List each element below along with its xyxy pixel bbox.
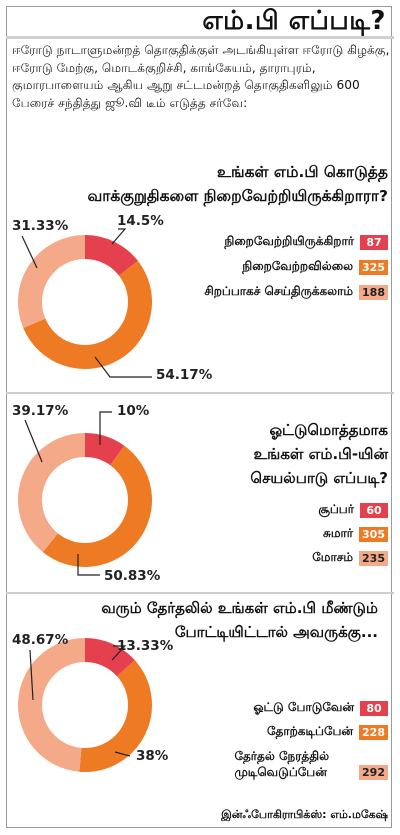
legend-label: சுமார் bbox=[323, 526, 354, 540]
value-badge: 60 bbox=[360, 502, 388, 518]
chart2-legend: சூப்பர் 60 சுமார் 305 மோசம் 235 bbox=[150, 502, 388, 572]
chart1-question-line1: உங்கள் எம்.பி கொடுத்த bbox=[216, 163, 388, 181]
page-title: எம்.பி எப்படி? bbox=[202, 6, 386, 36]
legend-label: சிறப்பாகச் செய்திருக்கலாம் bbox=[204, 284, 354, 298]
legend-label: நிறைவேற்றவில்லை bbox=[242, 259, 354, 273]
legend-item: தோற்கடிப்பேன் 228 bbox=[267, 724, 388, 740]
value-badge: 325 bbox=[359, 259, 388, 275]
chart2-question-line3: செயல்பாடு எப்படி? bbox=[250, 469, 388, 487]
chart3-question: வரும் தேர்தலில் உங்கள் எம்.பி மீண்டும் ப… bbox=[101, 596, 378, 644]
value-badge: 292 bbox=[359, 765, 388, 780]
legend-item: சிறப்பாகச் செய்திருக்கலாம் 188 bbox=[204, 284, 388, 300]
infographic-frame bbox=[6, 6, 392, 828]
chart1-pct-label-3: 31.33% bbox=[12, 218, 69, 234]
legend-item: நிறைவேற்றவில்லை 325 bbox=[242, 259, 388, 275]
chart3-question-line2: போட்டியிட்டால் அவருக்கு... bbox=[174, 623, 378, 641]
credit-line: இன்ஃபோகிராபிக்ஸ்: எம்.மகேஷ் bbox=[221, 808, 388, 821]
value-badge: 188 bbox=[359, 284, 388, 300]
legend-item: மோசம் 235 bbox=[312, 550, 388, 566]
legend-label: மோசம் bbox=[312, 550, 354, 564]
chart1-pct-label-1: 14.5% bbox=[117, 213, 164, 229]
chart2-question-line1: ஓட்டுமொத்தமாக bbox=[269, 421, 388, 439]
legend-item: தேர்தல் நேரத்தில் முடிவெடுப்பேன் 292 bbox=[234, 748, 388, 780]
chart1-question-line2: வாக்குறுதிகளை நிறைவேற்றியிருக்கிறாரா? bbox=[87, 187, 388, 205]
chart2-question: ஓட்டுமொத்தமாக உங்கள் எம்.பி-யின் செயல்பா… bbox=[250, 418, 388, 490]
legend-item: சூப்பர் 60 bbox=[318, 502, 388, 518]
chart1-question: உங்கள் எம்.பி கொடுத்த வாக்குறுதிகளை நிறை… bbox=[87, 160, 388, 208]
legend-label: தோற்கடிப்பேன் bbox=[267, 724, 354, 738]
intro-text: ஈரோடு நாடாளுமன்றத் தொகுதிக்குள் அடங்கியு… bbox=[12, 43, 390, 110]
chart2-question-line2: உங்கள் எம்.பி-யின் bbox=[253, 445, 388, 463]
value-badge: 305 bbox=[359, 526, 388, 542]
chart1-legend: நிறைவேற்றியிருக்கிறார் 87 நிறைவேற்றவில்லை… bbox=[150, 232, 388, 304]
value-badge: 235 bbox=[359, 550, 388, 566]
legend-item: சுமார் 305 bbox=[323, 526, 388, 542]
chart2-pct-label-1: 10% bbox=[117, 403, 150, 419]
value-badge: 228 bbox=[359, 724, 388, 740]
chart3-legend: ஓட்டு போடுவேன் 80 தோற்கடிப்பேன் 228 தேர்தல… bbox=[180, 700, 388, 782]
chart3-pct-label-1: 13.33% bbox=[117, 638, 174, 654]
legend-label: சூப்பர் bbox=[318, 502, 354, 516]
legend-label: தேர்தல் நேரத்தில் முடிவெடுப்பேன் bbox=[234, 748, 329, 780]
chart3-pct-label-3: 48.67% bbox=[12, 632, 69, 648]
chart3-question-line1: வரும் தேர்தலில் உங்கள் எம்.பி மீண்டும் bbox=[101, 599, 378, 617]
chart1-pct-label-2: 54.17% bbox=[156, 367, 213, 383]
legend-item: ஓட்டு போடுவேன் 80 bbox=[253, 700, 388, 716]
value-badge: 87 bbox=[360, 234, 388, 250]
section-divider bbox=[6, 392, 394, 394]
legend-label-line2: முடிவெடுப்பேன் bbox=[234, 765, 327, 779]
chart2-pct-label-3: 39.17% bbox=[12, 403, 69, 419]
title-divider bbox=[6, 36, 394, 39]
legend-label: நிறைவேற்றியிருக்கிறார் bbox=[224, 234, 354, 248]
legend-label-line1: தேர்தல் நேரத்தில் bbox=[234, 749, 330, 763]
chart2-pct-label-2: 50.83% bbox=[104, 568, 161, 584]
legend-label: ஓட்டு போடுவேன் bbox=[253, 700, 354, 714]
chart3-pct-label-2: 38% bbox=[136, 748, 169, 764]
section-divider bbox=[6, 592, 394, 594]
legend-item: நிறைவேற்றியிருக்கிறார் 87 bbox=[224, 234, 388, 250]
value-badge: 80 bbox=[360, 700, 388, 716]
